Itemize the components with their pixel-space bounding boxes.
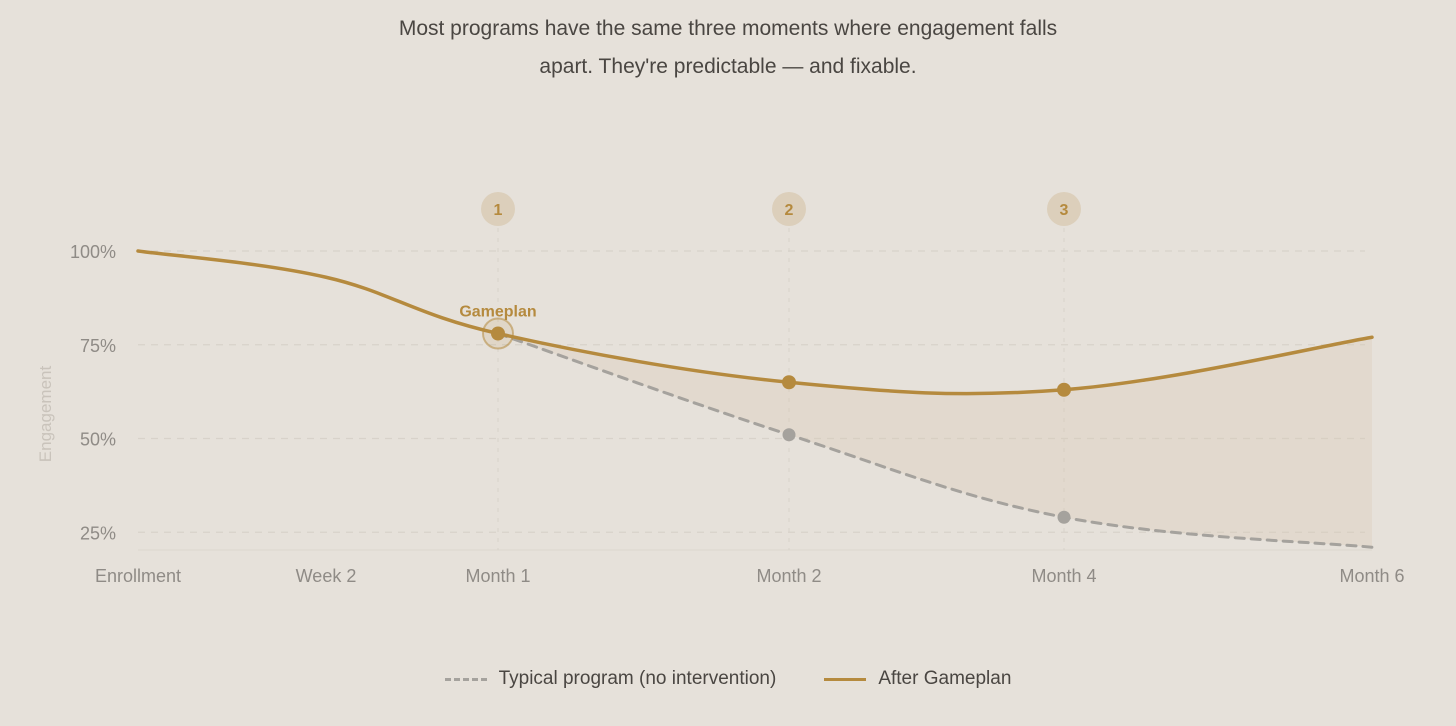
moment-badge xyxy=(1047,192,1081,226)
moment-badge xyxy=(772,192,806,226)
moment-badge xyxy=(481,192,515,226)
legend-swatch-after xyxy=(824,677,867,681)
series-line-after xyxy=(136,249,1374,396)
after-point xyxy=(782,375,796,390)
intro-line-2: apart. They're predictable — and fixable… xyxy=(539,55,917,78)
legend-item-typical: Typical program (no intervention) xyxy=(444,668,777,690)
typical-point xyxy=(1057,510,1071,524)
x-tick-label: Week 2 xyxy=(296,566,357,586)
intro-line-1: Most programs have the same three moment… xyxy=(398,17,1058,40)
y-axis-label: Engagement xyxy=(36,366,55,463)
intro-text: Most programs have the same three moment… xyxy=(0,10,1456,86)
x-tick-label: Month 2 xyxy=(756,566,821,586)
gameplan-annotation: Gameplan xyxy=(459,304,536,321)
y-tick-label: 75% xyxy=(80,336,116,356)
x-tick-label: Month 4 xyxy=(1031,566,1096,586)
moment-badge-number: 1 xyxy=(494,202,503,219)
after-point xyxy=(1057,382,1071,397)
legend-label-typical: Typical program (no intervention) xyxy=(498,668,777,689)
x-tick-label: Month 6 xyxy=(1339,566,1404,586)
y-tick-label: 25% xyxy=(80,523,116,543)
typical-point xyxy=(782,428,796,442)
chart-legend: Typical program (no intervention) After … xyxy=(0,668,1456,690)
moment-badge-number: 2 xyxy=(785,202,794,219)
legend-item-after: After Gameplan xyxy=(824,668,1011,690)
legend-swatch-typical xyxy=(444,677,487,681)
series-line-typical xyxy=(496,332,1374,549)
x-tick-label: Enrollment xyxy=(95,566,181,586)
gap-area xyxy=(498,333,1372,548)
legend-label-after: After Gameplan xyxy=(878,668,1012,689)
moment-badge-number: 3 xyxy=(1060,202,1069,219)
y-tick-label: 50% xyxy=(80,430,116,450)
after-point xyxy=(491,326,505,341)
x-tick-label: Month 1 xyxy=(465,566,530,586)
y-tick-label: 100% xyxy=(70,242,116,262)
